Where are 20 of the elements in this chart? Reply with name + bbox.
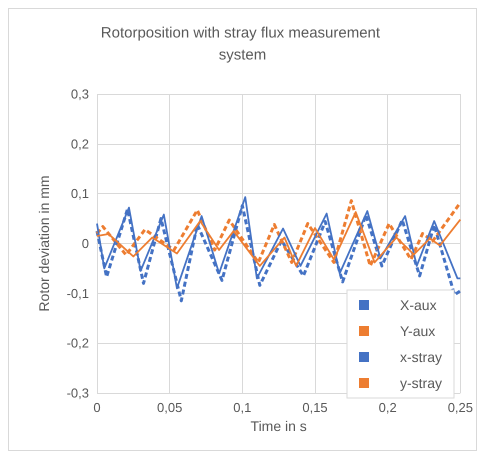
x-axis-title: Time in s [250,418,307,434]
x-tick-label: 0,15 [302,400,328,415]
x-tick-label: 0 [93,400,101,415]
y-tick-label: 0,2 [70,136,89,152]
y-tick-label: 0,1 [70,186,89,202]
y-tick-label: -0,2 [66,336,89,351]
y-axis-title: Rotor deviation in mm [36,175,52,312]
y-tick-label: 0,3 [70,86,89,102]
legend-label: X-aux [400,297,437,313]
chart-title: Rotorposition with stray flux measurement system [100,24,384,64]
y-tick-label: 0 [82,236,89,251]
y-tick-label: -0,1 [66,286,89,301]
legend-label: Y-aux [400,323,436,339]
legend-label: x-stray [400,349,442,365]
x-tick-label: 0,1 [233,400,252,415]
y-tick-label: -0,3 [66,386,89,400]
x-tick-label: 0,05 [157,400,182,415]
x-tick-label: 0,2 [378,400,397,415]
x-tick-label: 0,25 [448,400,474,415]
legend-label: y-stray [400,375,442,391]
